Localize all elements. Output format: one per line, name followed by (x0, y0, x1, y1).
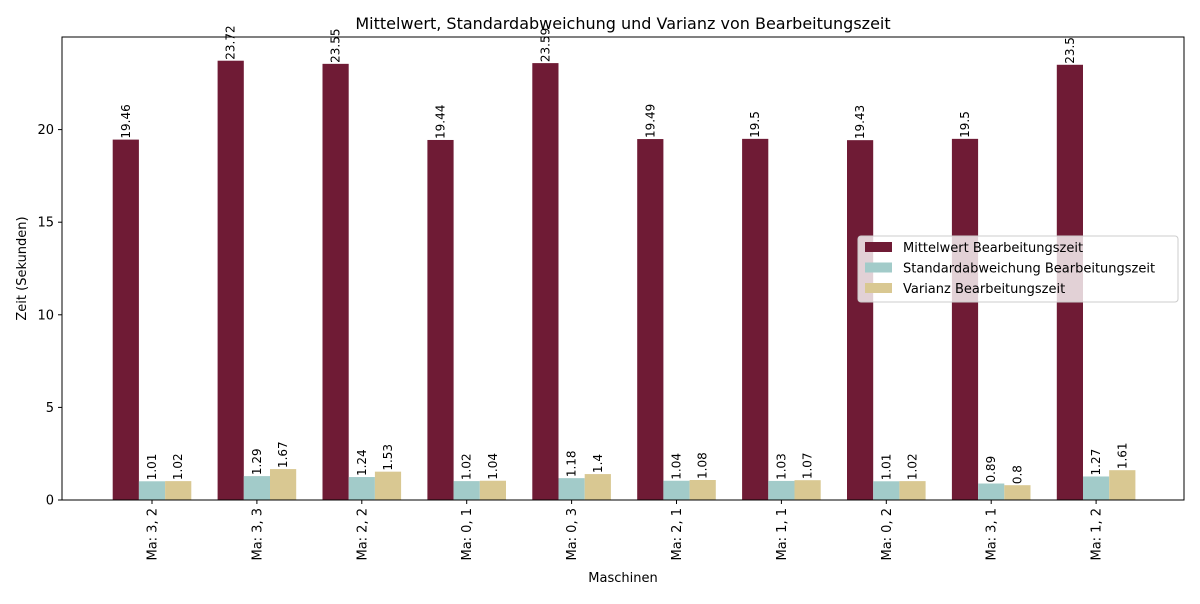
bar-value-label: 0.8 (1010, 465, 1024, 484)
bar-value-label: 23.55 (329, 28, 343, 62)
legend: Mittelwert Bearbeitungszeit Standardabwei… (857, 235, 1179, 303)
legend-label: Standardabweichung Bearbeitungszeit (903, 262, 1155, 277)
legend-swatch (865, 283, 892, 293)
bar-value-label: 1.53 (381, 444, 395, 471)
bar-series-2 (1083, 476, 1110, 500)
bar-series-2 (348, 477, 375, 500)
bar-series-3 (1004, 485, 1031, 500)
bar-series-3 (1109, 470, 1136, 500)
bar-series-1 (847, 140, 874, 500)
legend-label: Varianz Bearbeitungszeit (903, 282, 1065, 297)
axes: 0 5 10 15 20 Ma: 3, 2 Ma: 3, 3 Ma: 2, 2 Ma: 0, 1… (37, 123, 1104, 560)
bar-series-3 (479, 480, 506, 500)
bar-value-label: 19.43 (853, 105, 867, 139)
bar-value-label: 1.02 (906, 453, 920, 480)
bar-series-2 (453, 481, 480, 500)
bar-value-label: 19.5 (958, 111, 972, 138)
bar-value-label: 1.18 (565, 450, 579, 477)
bar-series-1 (742, 138, 769, 501)
bar-series-3 (165, 481, 192, 500)
bar-value-label: 1.4 (591, 454, 605, 473)
bar-value-label: 1.01 (145, 454, 159, 481)
legend-swatch (865, 262, 892, 273)
x-tick-label: Ma: 2, 2 (355, 508, 370, 561)
bar-value-label: 1.29 (250, 448, 264, 475)
bar-series-3 (689, 480, 716, 500)
y-tick-label: 0 (46, 494, 54, 509)
bar-series-1 (532, 63, 559, 501)
y-tick-label: 10 (37, 308, 54, 323)
bar-value-label: 1.27 (1089, 449, 1103, 476)
bar-value-label: 23.5 (1063, 37, 1077, 64)
bar-series-2 (768, 480, 795, 500)
bar-value-label: 23.59 (538, 28, 552, 62)
bar-series-3 (899, 481, 926, 500)
bar-series-2 (138, 481, 166, 500)
bar-value-label: 0.89 (984, 456, 998, 483)
bar-series-1 (427, 139, 454, 500)
bar-series-1 (951, 138, 979, 501)
bar-series-2 (663, 480, 690, 500)
bar-series-3 (270, 469, 297, 500)
bar-value-label: 19.46 (119, 104, 133, 138)
bar-value-label: 19.49 (643, 104, 657, 138)
x-tick-label: Ma: 0, 1 (460, 508, 475, 561)
bar-series-1 (217, 60, 244, 501)
bar-value-label: 1.03 (774, 453, 788, 480)
bar-value-label: 1.04 (486, 453, 500, 480)
legend-box (857, 235, 1179, 303)
plot-frame (61, 36, 1185, 501)
x-tick-label: Ma: 0, 2 (880, 508, 895, 561)
bar-value-label: 1.04 (670, 453, 684, 480)
bar-value-label: 1.61 (1115, 442, 1129, 469)
x-tick-label: Ma: 0, 3 (565, 508, 580, 561)
y-tick-label: 15 (37, 216, 54, 231)
bar-value-label: 1.02 (171, 453, 185, 480)
bar-series-2 (978, 483, 1005, 500)
bar-series-1 (112, 139, 139, 500)
bar-series-3 (374, 471, 402, 500)
bar-series-2 (873, 481, 900, 500)
chart-title: Mittelwert, Standardabweichung und Varia… (355, 14, 890, 33)
x-tick-label: Ma: 3, 1 (985, 508, 1000, 561)
x-tick-label: Ma: 2, 1 (670, 508, 685, 561)
bar-series-3 (794, 480, 821, 500)
bar-value-label: 1.67 (276, 441, 290, 468)
bar-series-2 (243, 476, 270, 500)
bar-series-3 (584, 474, 611, 500)
bar-value-label: 1.07 (801, 452, 815, 479)
x-tick-label: Ma: 3, 3 (250, 508, 265, 561)
plot-area: 19.46 23.72 23.55 19.44 23.59 19.49 19.5 19.43 1… (112, 25, 1136, 501)
x-tick-label: Ma: 1, 2 (1090, 508, 1105, 561)
y-axis-label: Zeit (Sekunden) (15, 216, 30, 320)
bar-value-label: 19.44 (434, 105, 448, 139)
legend-swatch (865, 242, 892, 252)
bar-value-label: 1.02 (460, 453, 474, 480)
x-tick-label: Ma: 3, 2 (146, 508, 161, 561)
legend-label: Mittelwert Bearbeitungszeit (903, 241, 1083, 256)
bar-value-label: 19.5 (748, 111, 762, 138)
bar-value-label: 23.72 (224, 25, 238, 59)
y-tick-label: 20 (37, 123, 54, 138)
bar-series-1 (637, 139, 664, 501)
y-tick-label: 5 (46, 401, 54, 416)
x-tick-label: Ma: 1, 1 (775, 508, 790, 561)
bar-series-1 (322, 63, 349, 500)
bar-value-label: 1.08 (696, 452, 710, 479)
bar-series-2 (558, 478, 585, 500)
bar-value-label: 1.24 (355, 449, 369, 476)
bar-value-label: 1.01 (879, 454, 893, 481)
x-axis-label: Maschinen (588, 571, 657, 586)
